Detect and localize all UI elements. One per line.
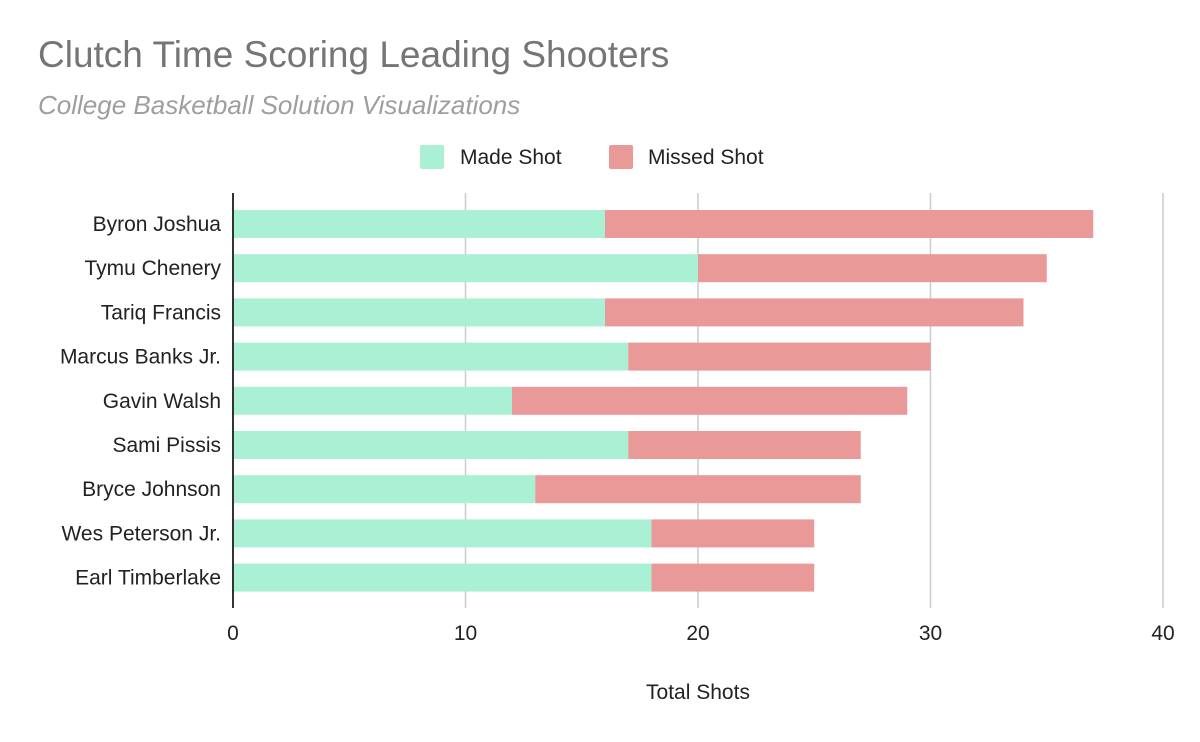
bar-missed-8 xyxy=(651,563,815,592)
bar-missed-4 xyxy=(512,386,908,415)
bar-missed-7 xyxy=(651,519,815,548)
bar-missed-2 xyxy=(605,298,1024,327)
legend-label-1: Missed Shot xyxy=(648,146,764,169)
x-tick-label-2: 20 xyxy=(686,622,709,645)
legend-swatch-1 xyxy=(609,145,633,169)
bar-missed-1 xyxy=(698,254,1047,283)
bar-made-1 xyxy=(233,254,698,283)
bar-missed-6 xyxy=(535,475,861,504)
bar-missed-0 xyxy=(605,210,1094,238)
bars xyxy=(233,210,1094,592)
category-label-6: Bryce Johnson xyxy=(82,478,221,501)
bar-made-2 xyxy=(233,298,605,327)
category-labels: Byron Joshua Tymu Chenery Tariq Francis Mar… xyxy=(60,213,222,590)
bar-made-4 xyxy=(233,386,512,415)
x-tick-labels: 0 10 20 30 40 xyxy=(227,622,1175,645)
chart-subtitle: College Basketball Solution Visualizatio… xyxy=(38,90,521,120)
category-label-3: Marcus Banks Jr. xyxy=(60,346,221,369)
category-label-5: Sami Pissis xyxy=(112,434,221,457)
bar-made-3 xyxy=(233,342,629,371)
legend-label-0: Made Shot xyxy=(460,146,562,169)
bar-missed-3 xyxy=(628,342,931,371)
x-tick-label-4: 40 xyxy=(1151,622,1174,645)
category-label-7: Wes Peterson Jr. xyxy=(61,522,221,545)
category-label-2: Tariq Francis xyxy=(101,301,221,324)
chart-title: Clutch Time Scoring Leading Shooters xyxy=(38,34,670,75)
x-tick-label-1: 10 xyxy=(454,622,477,645)
x-tick-label-3: 30 xyxy=(919,622,942,645)
category-label-8: Earl Timberlake xyxy=(75,567,221,590)
bar-made-7 xyxy=(233,519,652,548)
bar-made-8 xyxy=(233,563,652,592)
legend: Made Shot Missed Shot xyxy=(420,145,764,169)
bar-missed-5 xyxy=(628,431,861,459)
bar-made-6 xyxy=(233,475,536,504)
x-tick-label-0: 0 xyxy=(227,622,239,645)
category-label-4: Gavin Walsh xyxy=(103,390,221,413)
x-axis-title: Total Shots xyxy=(646,681,750,704)
category-label-0: Byron Joshua xyxy=(93,213,222,236)
legend-swatch-0 xyxy=(420,145,444,169)
bar-made-0 xyxy=(233,210,605,238)
bar-made-5 xyxy=(233,431,629,459)
category-label-1: Tymu Chenery xyxy=(84,257,221,280)
